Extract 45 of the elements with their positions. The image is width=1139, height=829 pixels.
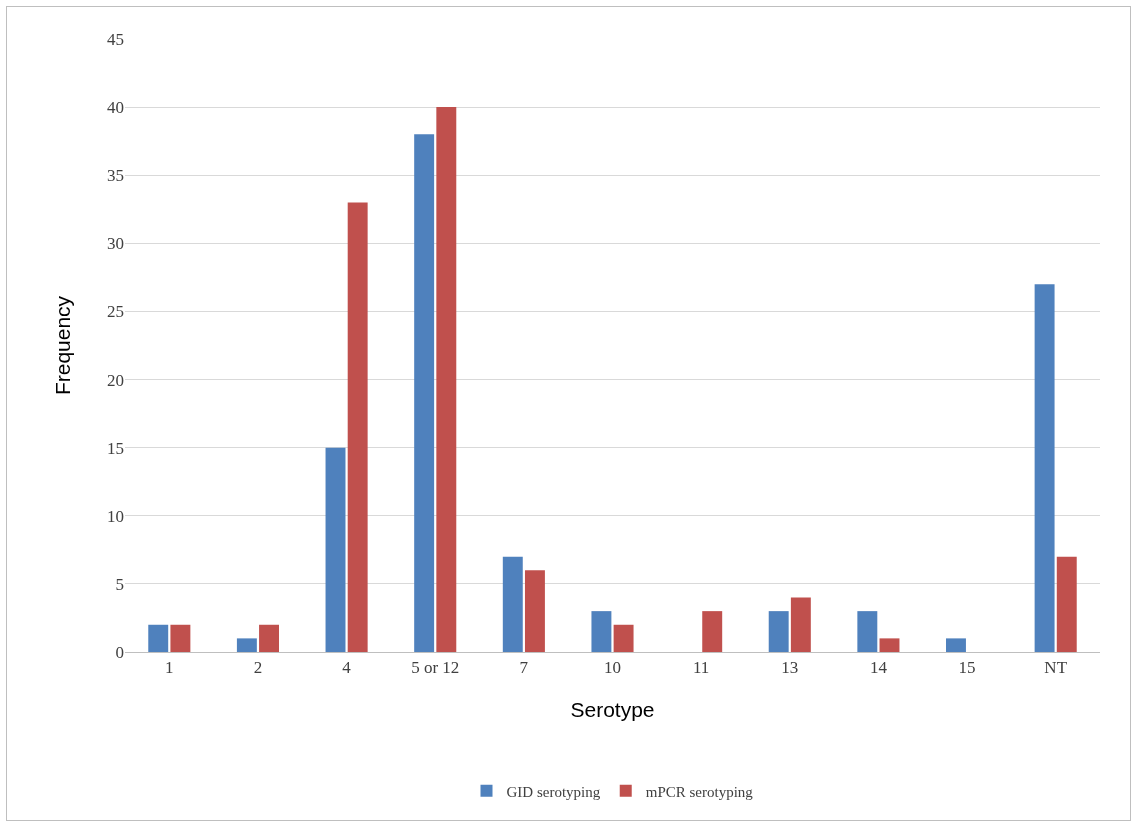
- x-tick-label: 14: [869, 658, 888, 678]
- bar: [436, 107, 457, 652]
- bar: [347, 202, 368, 652]
- x-tick-label: 4: [342, 658, 352, 678]
- bar: [1034, 284, 1055, 652]
- bar: [170, 624, 191, 652]
- bar: [790, 597, 811, 652]
- bar: [945, 638, 966, 652]
- y-tick-label: 20: [107, 370, 124, 390]
- x-tick-label: 10: [604, 658, 621, 678]
- bar: [591, 611, 612, 652]
- bar: [236, 638, 257, 652]
- bar: [502, 556, 523, 652]
- bar: [148, 624, 169, 652]
- bar: [414, 134, 435, 652]
- bar: [1056, 556, 1077, 652]
- bar: [857, 611, 878, 652]
- bar: [702, 611, 723, 652]
- y-tick-label: 15: [107, 438, 124, 458]
- y-tick-label: 45: [107, 29, 124, 49]
- x-tick-label: 11: [692, 658, 710, 678]
- y-tick-label: 25: [107, 302, 124, 322]
- y-tick-label: 40: [107, 98, 124, 118]
- legend-label: mPCR serotyping: [645, 783, 754, 800]
- y-tick-label: 35: [107, 166, 124, 186]
- y-axis-title: Frequency: [51, 295, 75, 396]
- bar: [325, 447, 346, 652]
- x-tick-label: NT: [1044, 658, 1068, 678]
- x-axis-title: Serotype: [570, 697, 655, 721]
- bar: [524, 570, 545, 652]
- bar: [259, 624, 280, 652]
- bar: [613, 624, 634, 652]
- legend-label: GID serotyping: [506, 783, 601, 800]
- x-tick-label: 15: [958, 658, 976, 678]
- y-tick-label: 30: [107, 234, 124, 254]
- x-tick-label: 2: [253, 658, 263, 678]
- x-tick-label: 7: [519, 658, 529, 678]
- bar: [879, 638, 900, 652]
- y-tick-label: 10: [107, 506, 124, 526]
- x-tick-label: 13: [781, 658, 799, 678]
- y-tick-label: 0: [115, 642, 124, 662]
- y-tick-label: 5: [115, 574, 124, 594]
- bar: [768, 611, 789, 652]
- x-tick-label: 5 or 12: [411, 658, 460, 678]
- x-tick-label: 1: [165, 658, 174, 678]
